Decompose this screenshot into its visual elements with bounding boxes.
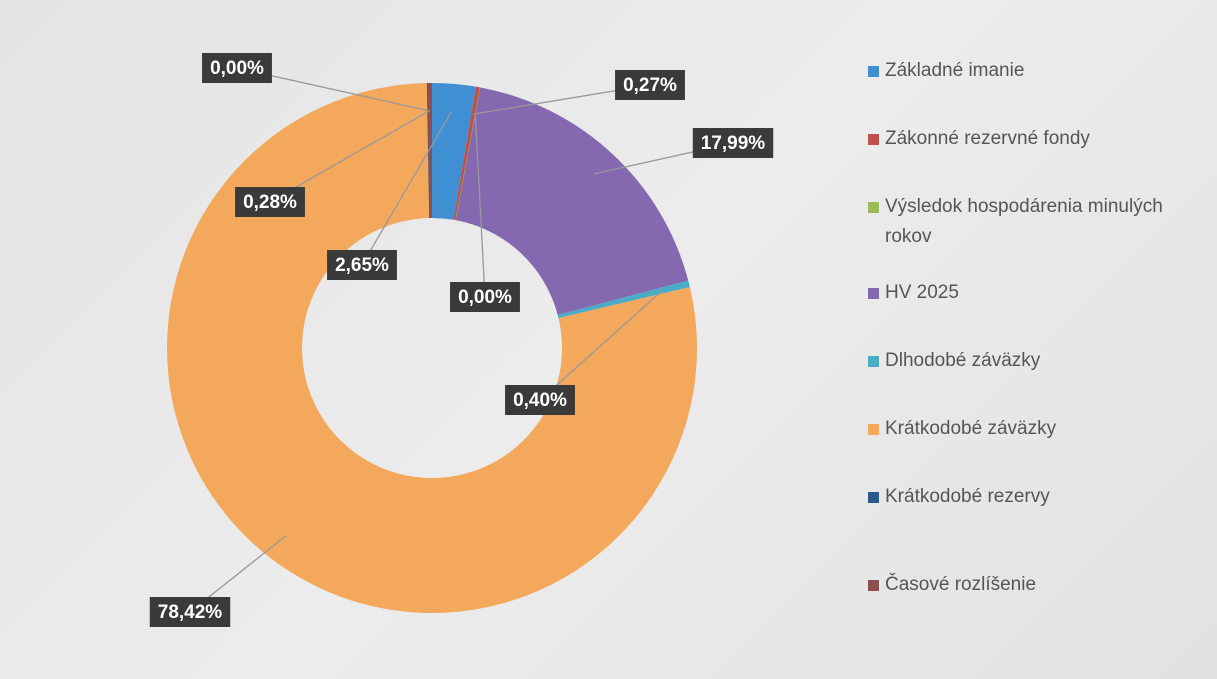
leader-line: [539, 290, 663, 401]
data-label-text: 0,00%: [458, 287, 512, 308]
legend-swatch: [868, 66, 879, 77]
data-label-box: [450, 282, 520, 312]
legend-item: HV 2025: [868, 278, 959, 308]
legend-item: Základné imanie: [868, 56, 1024, 86]
donut-slice: [557, 280, 690, 319]
data-label: 2,65%: [327, 250, 397, 280]
legend-label: Časové rozlíšenie: [885, 574, 1037, 595]
data-label-text: 0,40%: [513, 390, 567, 411]
legend-label: HV 2025: [885, 282, 959, 303]
legend-item: Výsledok hospodárenia minulých rokov: [868, 192, 1208, 252]
legend-swatch: [868, 424, 879, 435]
data-label-box: [692, 128, 774, 158]
data-label: 0,28%: [235, 187, 305, 217]
legend-item: Časové rozlíšenie: [868, 570, 1036, 600]
data-label-text: 0,27%: [623, 75, 677, 96]
legend-item: Krátkodobé záväzky: [868, 414, 1056, 444]
legend-swatch: [868, 492, 879, 503]
legend-label: Krátkodobé rezervy: [885, 486, 1050, 507]
legend-swatch: [868, 202, 879, 213]
legend-item: Dlhodobé záväzky: [868, 346, 1040, 376]
data-label-box: [505, 385, 575, 415]
data-label-text: 0,00%: [210, 58, 264, 79]
leader-line: [269, 109, 431, 203]
legend-swatch: [868, 288, 879, 299]
leader-line: [361, 110, 453, 266]
legend-label: Dlhodobé záväzky: [885, 350, 1041, 371]
data-label: 78,42%: [149, 597, 231, 627]
donut-slice: [432, 83, 476, 220]
data-label-text: 78,42%: [158, 602, 223, 623]
donut-slice: [455, 87, 689, 315]
data-label-text: 0,28%: [243, 192, 297, 213]
data-label-text: 2,65%: [335, 255, 389, 276]
legend-item: Zákonné rezervné fondy: [868, 124, 1090, 154]
legend-label: Výsledok hospodárenia minulých rokov: [885, 196, 1163, 247]
leader-line: [474, 114, 486, 298]
legend-item: Krátkodobé rezervy: [868, 482, 1050, 512]
data-label: 0,00%: [450, 282, 520, 312]
donut-slice: [453, 86, 481, 221]
legend-label: Zákonné rezervné fondy: [885, 128, 1090, 149]
legend-label: Základné imanie: [885, 60, 1025, 81]
data-label-box: [615, 70, 685, 100]
legend-swatch: [868, 134, 879, 145]
data-label: 0,00%: [202, 53, 272, 83]
data-label: 0,40%: [505, 385, 575, 415]
data-label-box: [149, 597, 231, 627]
legend-swatch: [868, 356, 879, 367]
data-label-text: 17,99%: [701, 133, 766, 154]
data-label-box: [327, 250, 397, 280]
data-label: 17,99%: [692, 128, 774, 158]
donut-slice: [427, 83, 432, 219]
legend-swatch: [868, 580, 879, 591]
data-label-box: [235, 187, 305, 217]
legend-label: Krátkodobé záväzky: [885, 418, 1057, 439]
data-label-box: [202, 53, 272, 83]
data-label: 0,27%: [615, 70, 685, 100]
